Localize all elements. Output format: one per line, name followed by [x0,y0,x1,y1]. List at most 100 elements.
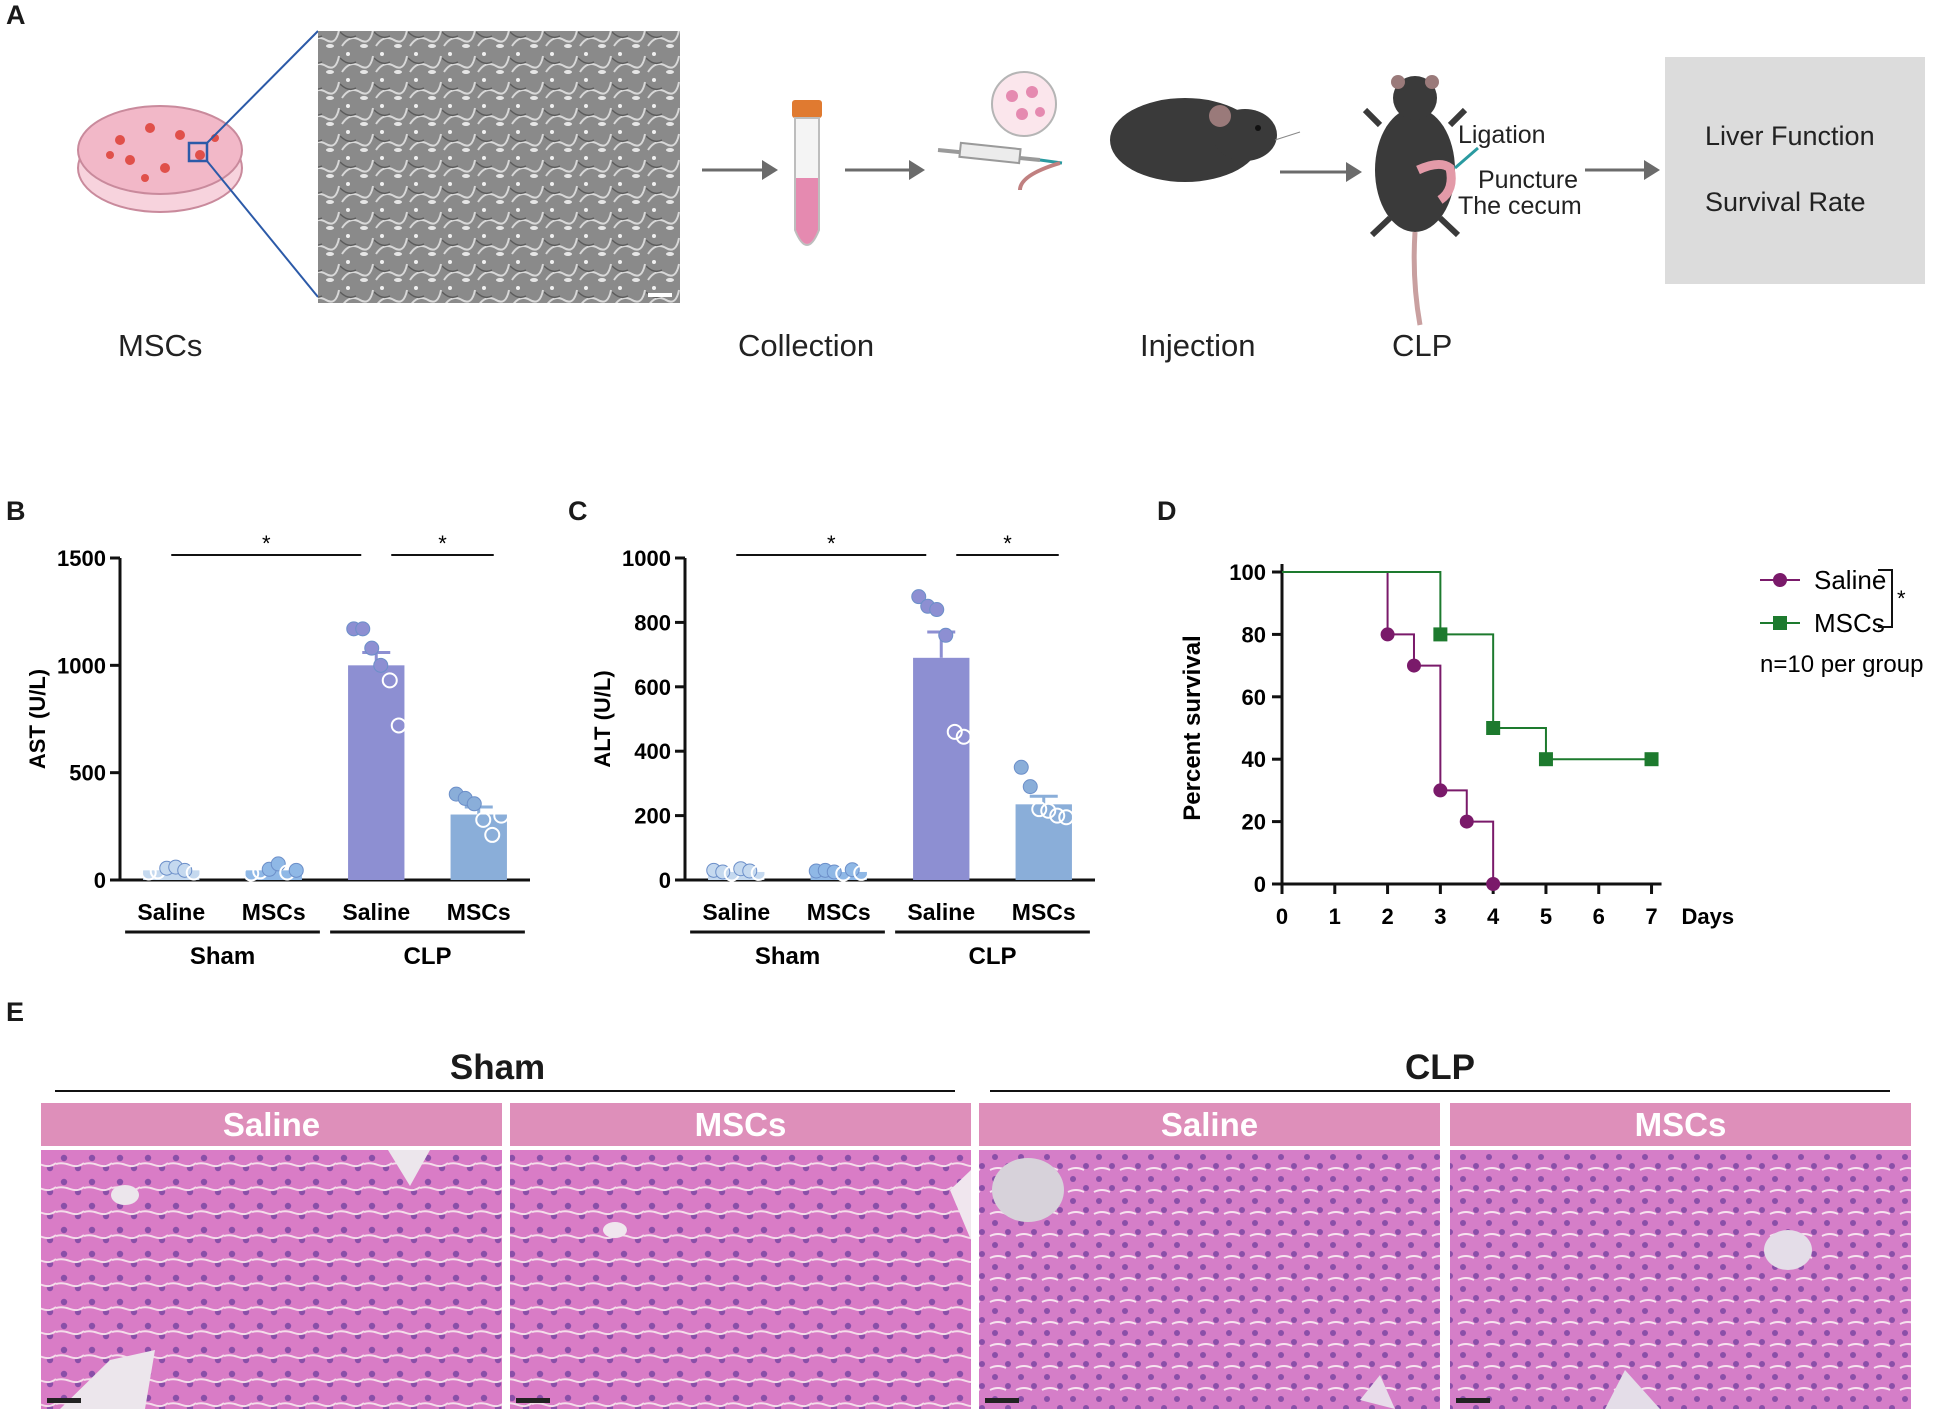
x-tick-label: 2 [1381,904,1393,929]
y-tick-label: 400 [634,739,671,764]
category-label: Saline [907,899,975,925]
category-label: Saline [702,899,770,925]
y-tick-label: 600 [634,675,671,700]
data-point [929,602,945,618]
data-point [466,796,482,812]
petri-dish-icon [77,105,243,213]
legend-bracket [1878,569,1893,628]
category-label: MSCs [807,899,871,925]
histology-clp-mscs [1450,1150,1911,1409]
data-point [844,862,860,878]
data-point [750,864,767,881]
data-point [1031,801,1048,818]
group-label: Sham [755,943,820,970]
category-label: MSCs [1012,899,1076,925]
significance-marker: * [827,531,836,556]
y-tick-label: 1500 [57,546,106,571]
survival-line-mscs [1282,571,1652,761]
legend-marker [1773,573,1787,587]
data-point [270,856,286,872]
x-axis-label: Days [1682,904,1735,929]
bar [143,870,200,880]
legend-label: Saline [1814,565,1886,595]
x-tick-label: 5 [1540,904,1552,929]
legend-label: MSCs [1814,608,1885,638]
data-point [373,657,389,673]
histology-group-sham: Sham [449,1048,546,1087]
y-tick-label: 1000 [622,546,671,571]
step-label-clp: CLP [1392,328,1453,363]
survival-chart: 0 20 40 60 80 100 0 1 2 3 4 5 6 7 Days Percent survival… [1179,560,1923,929]
category-label: Saline [342,899,410,925]
bar [708,871,765,880]
mouse-supine-icon [1362,75,1479,326]
data-point [243,865,260,882]
annotation-puncture: Puncture [1478,166,1579,194]
histology-header-clp-saline: Saline [979,1103,1440,1146]
y-axis-label: AST (U/L) [25,669,50,769]
panel-label-a: A [6,0,26,30]
data-point [1433,783,1448,798]
data-point [484,826,501,843]
group-label: CLP [969,943,1017,970]
histology-header-sham-mscs: MSCs [510,1103,971,1146]
step-label-injection: Injection [1140,328,1256,363]
data-point [364,640,380,656]
step-label-collection: Collection [738,328,875,363]
schematic-graphics [77,30,1660,326]
category-label: MSCs [447,899,511,925]
data-point [493,807,510,824]
significance-marker: * [1897,586,1906,611]
arrow-icon [845,160,925,180]
data-point [1040,802,1057,819]
data-point [938,627,954,643]
alt-bar-chart: 0 200 400 600 800 1000 ALT (U/L) Saline MSCs Sali… [590,531,1095,970]
data-point [911,589,927,605]
data-point [1058,809,1075,826]
data-point [140,864,157,881]
histology-images [41,1150,1911,1409]
arrow-icon [702,160,778,180]
y-tick-label: 200 [634,804,671,829]
data-point [1459,814,1474,829]
y-tick-label: 20 [1242,810,1266,835]
significance-marker: * [262,531,271,556]
data-point [1486,877,1501,891]
y-tick-label: 1000 [57,653,106,678]
outcome-liver-function: Liver Function [1705,121,1875,151]
y-tick-label: 0 [94,868,106,893]
legend-marker [1773,616,1787,630]
group-label: CLP [404,943,452,970]
histology-sham-mscs [510,1150,971,1409]
category-label: Saline [137,899,205,925]
group-size-note: n=10 per group [1760,651,1923,678]
cell-culture-micrograph [318,31,680,303]
y-tick-label: 0 [659,868,671,893]
cells-inset-icon [991,71,1057,137]
data-point [1433,627,1448,642]
data-point [1380,627,1395,642]
histology-clp-saline [979,1150,1440,1409]
panel-label-d: D [1157,496,1177,526]
annotation-ligation: Ligation [1458,121,1546,149]
arrow-icon [1585,160,1660,180]
panel-label-e: E [6,997,25,1027]
histology-sham-saline [41,1150,502,1409]
data-point [355,621,371,637]
annotation-cecum: The cecum [1458,192,1582,220]
data-point [475,811,492,828]
bar [913,657,970,880]
data-point [381,672,398,689]
x-tick-label: 1 [1329,904,1341,929]
y-tick-label: 500 [69,761,106,786]
group-label: Sham [190,943,255,970]
x-tick-label: 0 [1276,904,1288,929]
panel-label-b: B [6,496,26,526]
zoom-line-top [206,30,319,144]
category-label: MSCs [242,899,306,925]
x-tick-label: 6 [1593,904,1605,929]
data-point [390,717,407,734]
outcome-survival-rate: Survival Rate [1705,187,1866,217]
y-axis-label: Percent survival [1179,635,1206,820]
histology-header-sham-saline: Saline [41,1103,502,1146]
